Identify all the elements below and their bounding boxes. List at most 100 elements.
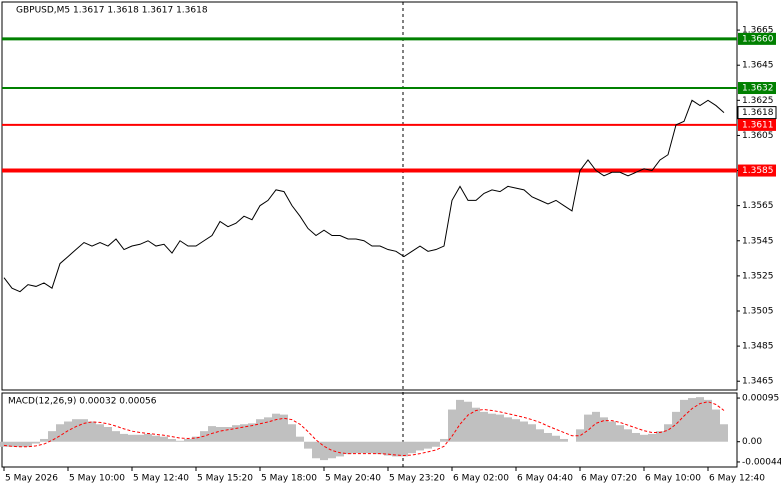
histogram-bar: [136, 434, 144, 442]
histogram-bar: [376, 441, 384, 455]
y-tick-label: 1.3545: [742, 236, 774, 246]
histogram-bar: [688, 398, 696, 442]
histogram-bar: [576, 429, 584, 442]
histogram-bar: [56, 424, 64, 442]
histogram-bar: [216, 427, 224, 442]
histogram-bar: [96, 424, 104, 442]
histogram-bar: [32, 441, 40, 444]
histogram-bar: [504, 417, 512, 442]
macd-title: MACD(12,26,9) 0.00032 0.00056: [8, 397, 157, 407]
histogram-bar: [480, 411, 488, 442]
histogram-bar: [696, 397, 704, 442]
histogram-bar: [360, 441, 368, 454]
histogram-bar: [232, 425, 240, 442]
histogram-bar: [536, 429, 544, 442]
histogram-bar: [648, 433, 656, 442]
histogram-bar: [456, 399, 464, 442]
x-tick-label: 5 May 15:20: [197, 474, 253, 484]
x-tick-label: 5 May 20:40: [325, 474, 381, 484]
histogram-bar: [120, 433, 128, 442]
histogram-bar: [656, 431, 664, 442]
histogram-bar: [472, 407, 480, 442]
histogram-bar: [336, 441, 344, 457]
x-tick-label: 5 May 12:40: [133, 474, 189, 484]
level-label: 1.3660: [742, 34, 774, 44]
histogram-bar: [464, 401, 472, 442]
histogram-bar: [184, 438, 192, 442]
histogram-bar: [584, 414, 592, 442]
x-tick-label: 5 May 2026: [5, 474, 58, 484]
histogram-bar: [392, 441, 400, 457]
histogram-bar: [80, 419, 88, 442]
histogram-bar: [304, 441, 312, 449]
histogram-bar: [496, 414, 504, 442]
price-label: 1.3618: [742, 108, 774, 118]
histogram-bar: [488, 413, 496, 442]
histogram-bar: [296, 436, 304, 442]
histogram-bar: [624, 429, 632, 442]
histogram-bar: [240, 424, 248, 442]
histogram-bar: [672, 411, 680, 442]
y-tick-label: 1.3525: [742, 271, 774, 281]
histogram-bar: [112, 431, 120, 442]
x-tick-label: 6 May 02:00: [453, 474, 509, 484]
histogram-bar: [48, 431, 56, 442]
histogram-bar: [272, 413, 280, 442]
histogram-bar: [664, 424, 672, 442]
y-tick-label: 0.00: [742, 437, 762, 447]
price-line: [3, 99, 725, 293]
histogram-bar: [256, 419, 264, 442]
histogram-bar: [528, 424, 536, 442]
level-label: 1.3632: [742, 84, 774, 94]
histogram-bar: [312, 441, 320, 459]
histogram-bar: [560, 438, 568, 442]
y-tick-label: 1.3465: [742, 377, 774, 387]
histogram-bar: [16, 441, 24, 447]
histogram-bar: [720, 424, 728, 442]
histogram-bar: [440, 438, 448, 442]
level-label-box: [738, 82, 776, 95]
price-panel: [1, 1, 738, 391]
level-label-box: [738, 32, 776, 45]
histogram-bar: [224, 427, 232, 442]
histogram-bar: [416, 441, 424, 451]
histogram-bar: [320, 441, 328, 461]
histogram-bar: [160, 436, 168, 442]
histogram-bar: [424, 441, 432, 449]
histogram-bar: [384, 441, 392, 456]
y-tick-label: 0.00095: [742, 394, 779, 404]
histogram-bar: [600, 417, 608, 442]
y-tick-label: 1.3605: [742, 131, 774, 141]
histogram-bar: [608, 421, 616, 442]
level-label-box: [738, 164, 776, 177]
histogram-bar: [512, 419, 520, 442]
histogram-bar: [400, 441, 408, 457]
x-tick-label: 6 May 12:40: [709, 474, 765, 484]
histogram-bar: [712, 409, 720, 442]
histogram-bar: [632, 432, 640, 442]
histogram-bar: [448, 409, 456, 442]
y-tick-label: 1.3485: [742, 342, 774, 352]
histogram-bar: [24, 441, 32, 447]
histogram-bar: [616, 425, 624, 442]
histogram-bar: [368, 441, 376, 454]
price-label-box: [737, 106, 777, 120]
chart-title: GBPUSD,M5 1.3617 1.3618 1.3617 1.3618: [16, 6, 208, 16]
histogram-bar: [176, 440, 184, 442]
histogram-bar: [544, 432, 552, 442]
level-label-box: [738, 118, 776, 131]
level-label: 1.3611: [742, 120, 774, 130]
histogram-bar: [64, 421, 72, 442]
histogram-bar: [552, 435, 560, 442]
histogram-bar: [432, 441, 440, 447]
histogram-bar: [344, 441, 352, 455]
histogram-bar: [8, 441, 16, 447]
histogram-bar: [352, 441, 360, 454]
histogram-bar: [288, 424, 296, 442]
histogram-bar: [328, 441, 336, 459]
histogram-bar: [704, 399, 712, 442]
histogram-bar: [40, 438, 48, 442]
signal-line: [3, 401, 725, 457]
histogram-bar: [520, 421, 528, 442]
